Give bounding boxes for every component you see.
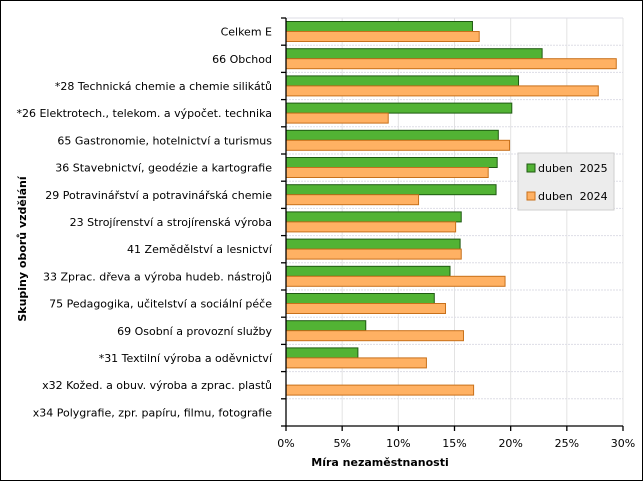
category-label: *31 Textilní výroba a oděvnictví bbox=[99, 352, 273, 365]
bar-2024 bbox=[285, 275, 506, 287]
bar-2025 bbox=[285, 238, 461, 250]
x-tick-label: 5% bbox=[333, 437, 350, 450]
bar-2025 bbox=[285, 21, 473, 32]
legend-label-2025: duben 2025 bbox=[538, 162, 608, 175]
x-tick-label: 25% bbox=[555, 437, 579, 450]
category-label: 29 Potravinářství a potravinářská chemie bbox=[45, 189, 272, 202]
bar-2024 bbox=[285, 357, 427, 369]
category-label: 41 Zemědělství a lesnictví bbox=[127, 243, 273, 256]
legend-swatch-2025 bbox=[526, 163, 536, 173]
x-tick-label: 0% bbox=[277, 437, 294, 450]
bar-2025 bbox=[285, 157, 498, 168]
bar-2024 bbox=[285, 384, 475, 396]
bar-2024 bbox=[285, 85, 599, 97]
bar-2025 bbox=[285, 320, 367, 332]
legend: duben 2025 duben 2024 bbox=[517, 152, 615, 211]
category-label: 65 Gastronomie, hotelnictví a turismus bbox=[57, 134, 272, 147]
category-label: *28 Technická chemie a chemie silikátů bbox=[55, 80, 272, 93]
x-tick-label: 10% bbox=[386, 437, 410, 450]
category-label: *26 Elektrotech., telekom. a výpočet. te… bbox=[16, 107, 272, 120]
x-tick-labels: 0% 5% 10% 15% 20% 25% 30% bbox=[277, 437, 635, 450]
bar-2024 bbox=[285, 303, 447, 314]
bars bbox=[285, 21, 617, 396]
category-label: Celkem E bbox=[221, 26, 272, 39]
bar-2025 bbox=[285, 48, 543, 60]
bar-2024 bbox=[285, 112, 389, 124]
category-label: x32 Kožed. a obuv. výroba a zprac. plast… bbox=[42, 379, 272, 392]
legend-label-2024: duben 2024 bbox=[538, 190, 608, 203]
bar-2025 bbox=[285, 75, 520, 87]
category-labels: Celkem E 66 Obchod *28 Technická chemie a … bbox=[16, 26, 272, 420]
bar-2025 bbox=[285, 293, 435, 304]
legend-swatch-2024 bbox=[526, 191, 536, 201]
bar-2025 bbox=[285, 265, 451, 277]
bar-2024 bbox=[285, 58, 617, 70]
y-axis-title: Skupiny oborů vzdělání bbox=[16, 175, 29, 322]
bar-2025 bbox=[285, 211, 462, 223]
bar-2024 bbox=[285, 31, 480, 42]
category-label: x34 Polygrafie, zpr. papíru, filmu, foto… bbox=[33, 406, 272, 419]
category-label: 33 Zprac. dřeva a výroba hudeb. nástrojů bbox=[43, 270, 272, 283]
x-axis-title: Míra nezaměstnanosti bbox=[311, 456, 448, 469]
category-label: 36 Stavebnictví, geodézie a kartografie bbox=[55, 162, 272, 175]
category-label: 75 Pedagogika, učitelství a sociální péč… bbox=[49, 298, 272, 311]
category-label: 66 Obchod bbox=[212, 53, 272, 66]
x-tick-label: 20% bbox=[498, 437, 522, 450]
axes bbox=[281, 17, 624, 431]
bar-2024 bbox=[285, 194, 420, 206]
bar-2024 bbox=[285, 248, 462, 260]
bar-2025 bbox=[285, 129, 499, 141]
bar-2024 bbox=[285, 139, 511, 151]
category-label: 23 Strojírenství a strojírenská výroba bbox=[70, 216, 272, 229]
category-label: 69 Osobní a provozní služby bbox=[117, 325, 272, 338]
x-tick-label: 30% bbox=[611, 437, 635, 450]
bar-2024 bbox=[285, 167, 489, 178]
bar-2025 bbox=[285, 184, 497, 196]
bar-2025 bbox=[285, 102, 513, 114]
bar-2024 bbox=[285, 330, 464, 342]
bar-2024 bbox=[285, 221, 457, 233]
x-tick-label: 15% bbox=[442, 437, 466, 450]
bar-2025 bbox=[285, 347, 359, 359]
